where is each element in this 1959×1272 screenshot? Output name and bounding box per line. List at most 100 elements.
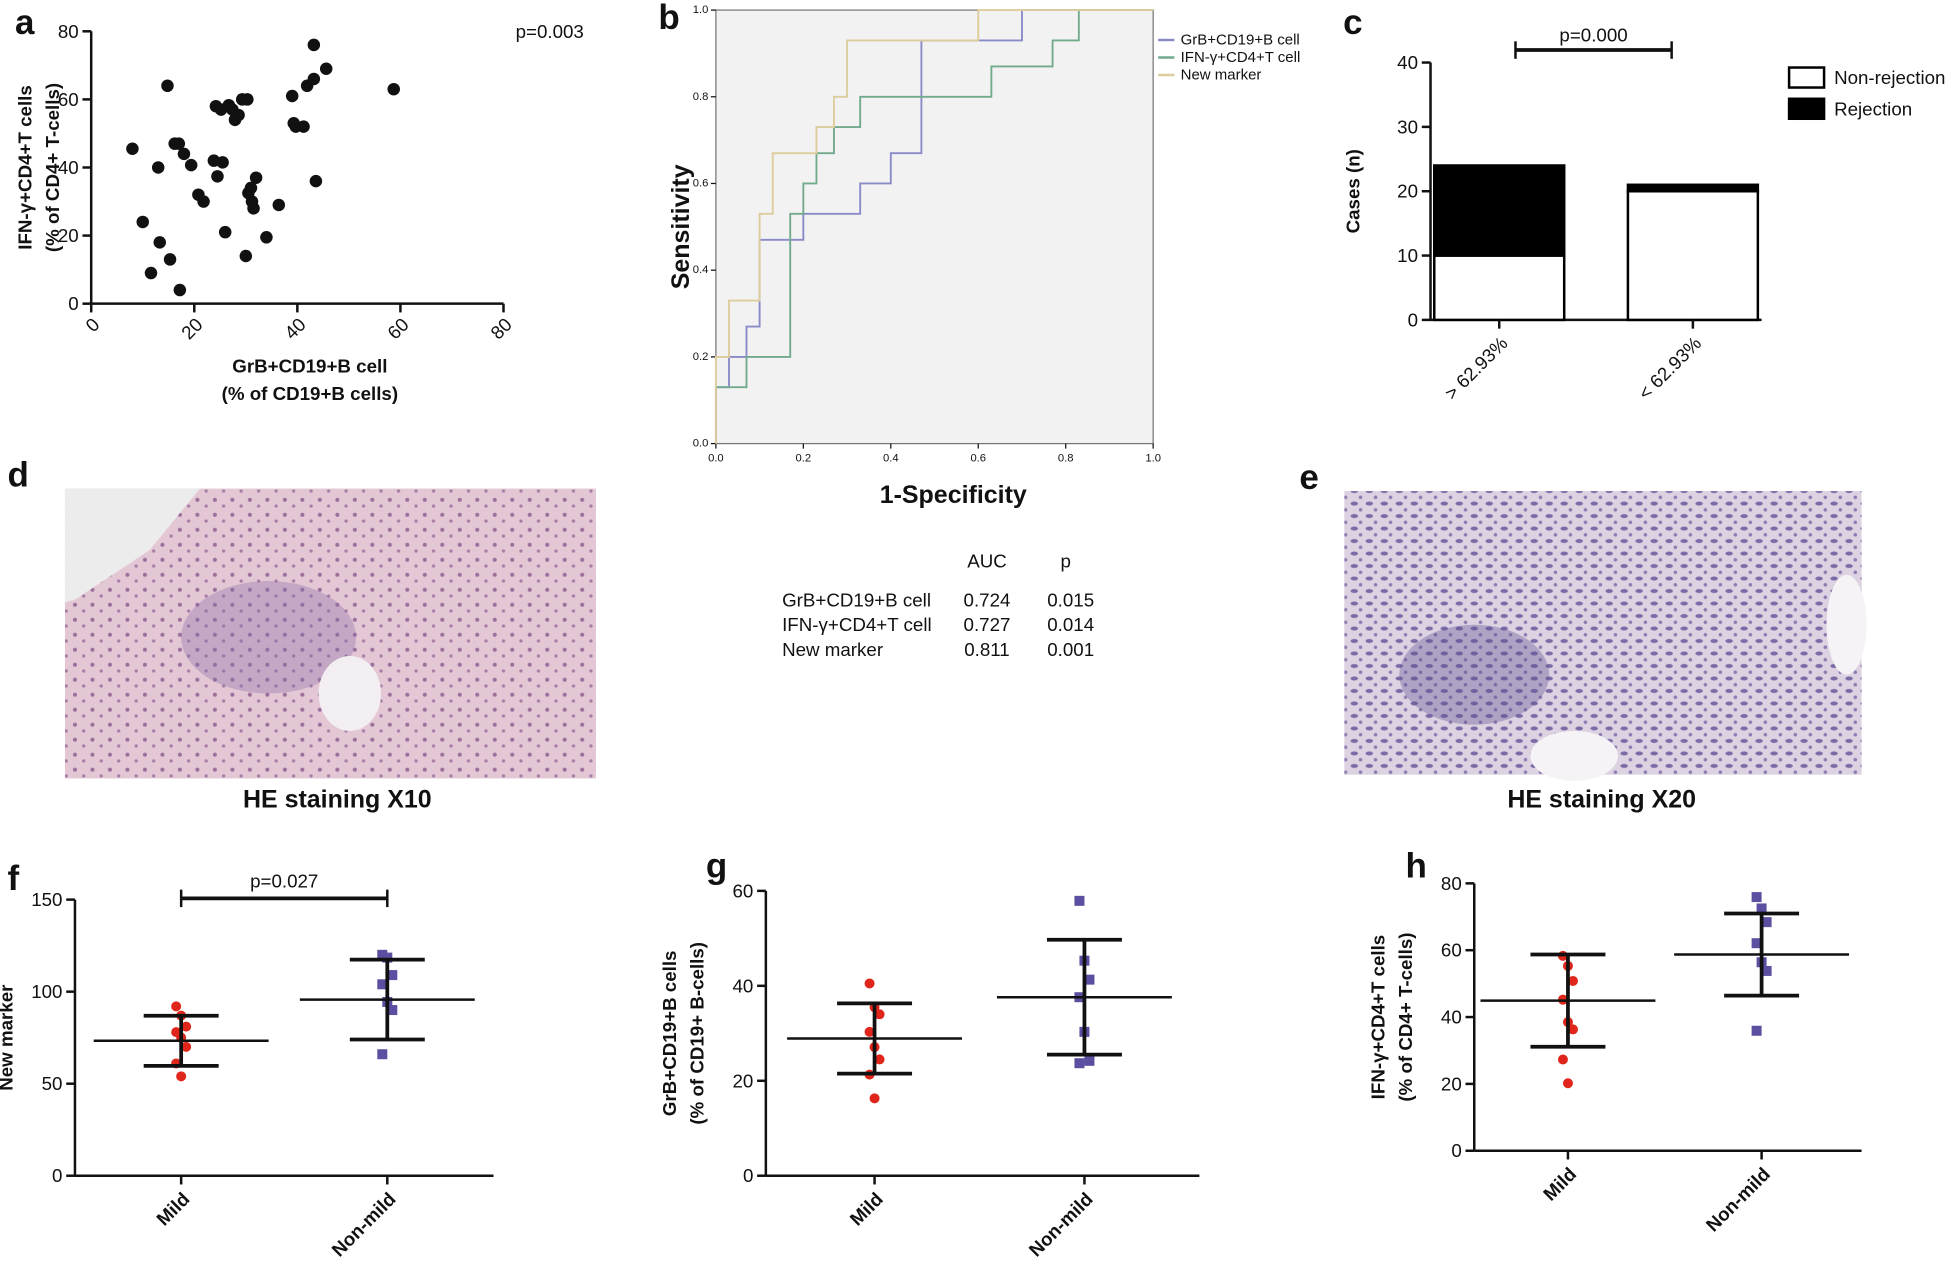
point [297,120,310,133]
annotation: p=0.003 [516,21,584,42]
legend-label: Non-rejection [1834,67,1945,88]
point [1074,895,1085,906]
point [1761,917,1772,928]
point [377,979,388,990]
point [184,158,198,172]
axis-title: IFN-γ+CD4+T cells [1368,935,1389,1100]
y-tick-label: 10 [1397,245,1418,266]
point [1562,1078,1573,1089]
y-tick-label: 0.6 [693,177,709,189]
point [864,978,875,989]
axis-title: Cases (n) [1343,149,1364,233]
x-tick-label: 0.2 [796,453,812,465]
point [163,253,177,266]
axis-title: (% of CD4+ T-cells) [42,83,63,252]
bar-segment [1433,254,1566,322]
roc-line [714,9,1154,444]
point [382,952,393,963]
y-tick-label: 40 [733,975,754,996]
point [173,283,187,297]
point [232,108,245,122]
y-tick-label: 0.8 [693,91,709,103]
x-tick-label: Mild [1539,1163,1580,1204]
point [136,215,149,229]
point [874,1054,885,1065]
point [1751,892,1762,903]
x-tick-label: 0.0 [708,453,724,465]
y-tick-label: 20 [58,225,79,246]
point [171,1001,182,1012]
point [241,93,254,106]
point [216,156,229,169]
panel-letter: e [1299,458,1318,497]
point [211,170,224,183]
point [260,231,273,244]
legend-label: Rejection [1834,98,1912,119]
point [309,174,323,188]
point [181,1021,192,1032]
roc-line [714,9,1154,444]
table-cell: GrB+CD19+B cell [782,589,931,610]
micrograph-e [1344,491,1867,781]
point [874,1009,885,1020]
y-tick-label: 0 [743,1165,753,1186]
table-header: AUC [967,551,1007,572]
axis-title: GrB+CD19+B cells [659,951,680,1117]
legend-label: GrB+CD19+B cell [1181,32,1300,49]
y-tick-label: 0.0 [693,438,709,450]
point [387,970,398,981]
image-caption: HE staining X10 [243,786,432,814]
point [1074,1058,1085,1069]
y-tick-label: 0 [1408,309,1418,330]
y-tick-label: 30 [1397,116,1418,137]
y-tick-label: 0.4 [693,264,709,276]
point [239,249,253,263]
axis-title: (% of CD4+ T-cells) [1395,932,1416,1101]
point [177,147,191,161]
annotation: p=0.027 [250,870,318,891]
x-tick-label: Non-mild [1025,1188,1097,1260]
point [244,181,258,195]
panel-letter: a [15,3,35,42]
x-tick-label: Non-mild [1702,1163,1774,1235]
y-tick-label: 80 [58,21,79,42]
x-tick-label: < 62.93% [1634,332,1705,403]
legend-swatch [1787,97,1826,121]
point [869,1093,880,1104]
point [272,198,286,212]
table-cell: New marker [782,639,883,660]
point [1084,1055,1095,1066]
panel-letter: b [658,0,679,37]
point [161,79,174,93]
y-tick-label: 40 [1397,52,1418,73]
bar-segment [1626,189,1760,322]
y-tick-label: 100 [31,981,62,1002]
y-tick-label: 80 [1441,873,1462,894]
point [319,62,333,76]
axis-title: New marker [0,985,17,1091]
y-tick-label: 0 [1451,1140,1461,1161]
table-cell: 0.724 [964,589,1011,610]
x-tick-label: 0.6 [970,453,986,465]
point [176,1071,187,1082]
point [1557,1054,1568,1065]
image-caption: HE staining X20 [1507,786,1696,814]
point [307,72,321,86]
point [144,266,158,280]
point [218,225,232,239]
x-tick-label: 0.4 [883,453,899,465]
legend-label: New marker [1181,67,1262,84]
x-tick-label: > 62.93% [1440,332,1511,403]
point [181,1041,192,1052]
table-cell: 0.001 [1047,639,1094,660]
point [1567,1024,1578,1035]
x-tick-label: 20 [177,314,207,344]
y-tick-label: 50 [42,1073,63,1094]
y-tick-label: 20 [1397,181,1418,202]
panel-letter: h [1406,846,1427,885]
axis-title: Sensitivity [667,164,695,289]
panel-letter: d [7,455,28,494]
point [249,171,263,184]
point [172,137,186,150]
